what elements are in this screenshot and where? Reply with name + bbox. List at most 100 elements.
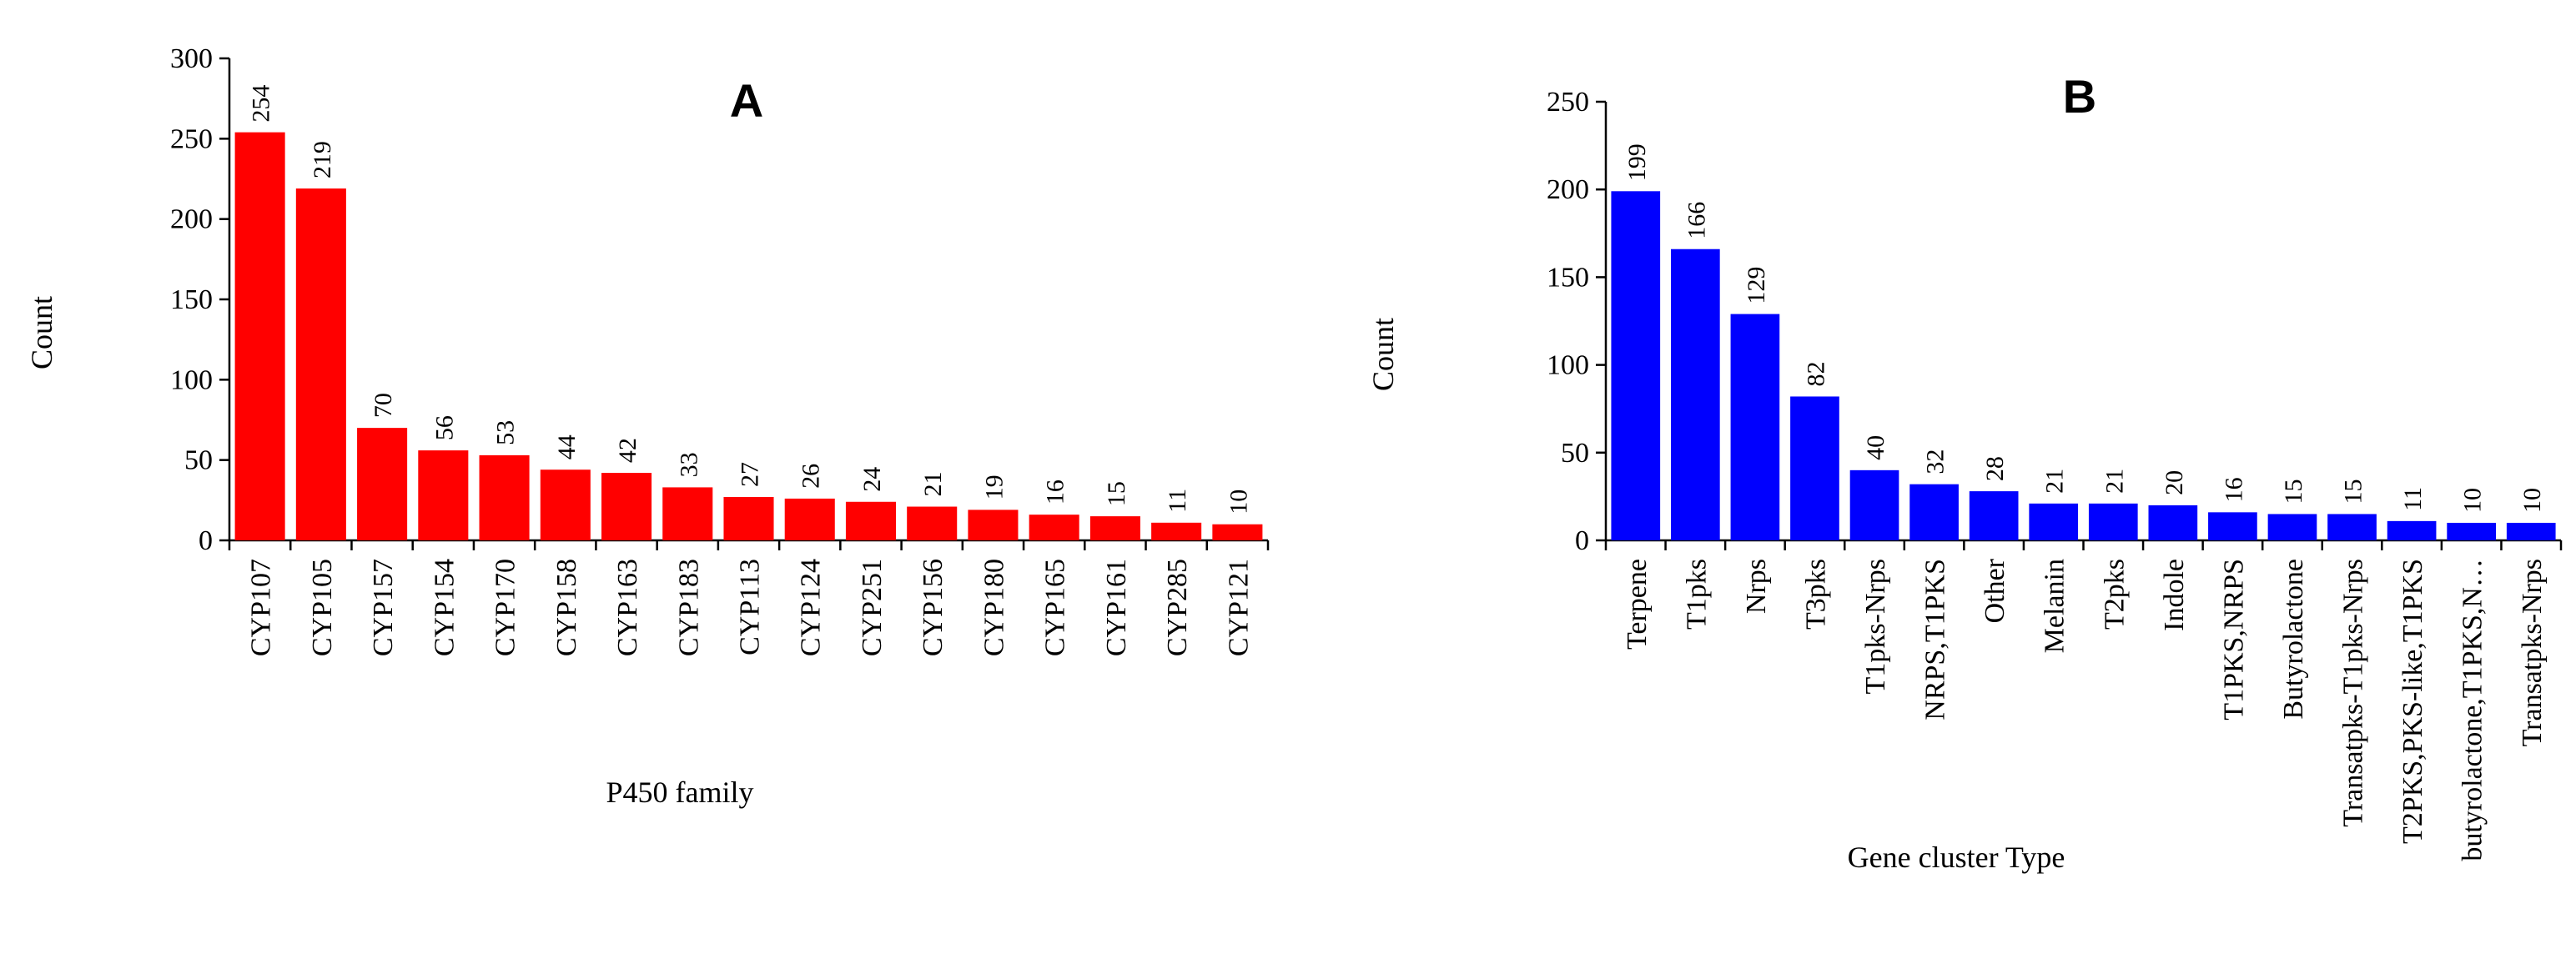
data-label: 26	[797, 464, 825, 489]
data-label: 10	[2518, 488, 2546, 513]
y-tick-label: 150	[1547, 262, 1589, 293]
bar	[418, 450, 469, 540]
data-label: 21	[2101, 469, 2128, 494]
y-tick-label: 100	[1547, 350, 1589, 381]
x-tick-label: CYP107	[246, 559, 277, 656]
x-tick-label: CYP170	[491, 559, 521, 656]
x-tick-label: Transatpks-T1pks-Nrps	[2338, 559, 2369, 827]
y-axis-title: Count	[1366, 318, 1400, 391]
data-label: 28	[1981, 456, 2009, 481]
data-label: 21	[919, 472, 947, 497]
bar	[2267, 514, 2317, 540]
data-label: 56	[430, 415, 458, 440]
x-tick-label: CYP113	[735, 559, 766, 655]
bar	[2506, 522, 2556, 540]
bar	[968, 510, 1019, 540]
x-axis-title: Gene cluster Type	[1848, 841, 2065, 874]
data-label: 20	[2161, 470, 2188, 495]
x-tick-label: CYP180	[979, 559, 1009, 656]
y-axis-title: Count	[25, 296, 58, 369]
bar	[1212, 524, 1263, 540]
data-label: 27	[737, 462, 764, 487]
panel-b: 0 50 100 150 200 250 199 Terpene 166 T1pks 129 Nrps…	[1366, 70, 2563, 874]
bar	[2447, 522, 2496, 540]
y-tick-label: 150	[170, 284, 213, 315]
bar	[845, 501, 896, 540]
bar	[907, 506, 958, 540]
bar	[1969, 491, 2019, 540]
y-tick-label: 300	[170, 43, 213, 74]
bar	[2327, 514, 2377, 540]
x-tick-label: CYP158	[551, 559, 582, 656]
y-tick-label: 200	[170, 204, 213, 235]
data-label: 166	[1683, 202, 1710, 239]
data-label: 16	[1042, 479, 1069, 505]
x-tick-label: CYP157	[368, 559, 399, 656]
bar	[1909, 484, 1959, 540]
x-tick-label: T3pks	[1800, 559, 1831, 630]
y-tick-label: 0	[1575, 525, 1589, 556]
bar	[1611, 191, 1661, 540]
data-label: 19	[980, 474, 1008, 500]
bar	[357, 428, 408, 540]
data-label: 15	[2280, 479, 2307, 504]
data-label: 129	[1743, 267, 1770, 304]
x-tick-label: NRPS,T1PKS	[1920, 559, 1951, 720]
data-label: 32	[1922, 449, 1950, 474]
bar	[1849, 469, 1899, 540]
x-tick-label: CYP161	[1101, 559, 1132, 656]
data-label: 21	[2041, 469, 2069, 494]
x-tick-label: T1PKS,NRPS	[2218, 559, 2249, 720]
bar	[295, 188, 346, 540]
data-label: 10	[1225, 490, 1252, 515]
y-tick-label: 50	[184, 445, 213, 476]
data-label: 11	[2399, 487, 2427, 511]
x-tick-label: Other	[1980, 558, 2010, 623]
x-tick-label: Indole	[2159, 559, 2190, 631]
bar	[2208, 512, 2257, 540]
x-tick-label: Terpene	[1622, 559, 1653, 650]
bar	[723, 496, 774, 540]
x-tick-label: CYP154	[429, 559, 460, 656]
x-tick-label: Nrps	[1741, 559, 1772, 614]
bar	[784, 498, 835, 540]
data-label: 10	[2459, 488, 2487, 513]
x-tick-label: CYP163	[612, 559, 643, 656]
data-label: 15	[1103, 481, 1130, 506]
bar	[2029, 503, 2079, 540]
y-tick-label: 100	[170, 364, 213, 395]
bar	[479, 454, 530, 540]
bar	[2088, 503, 2138, 540]
x-tick-label: CYP156	[918, 559, 948, 656]
x-tick-label: Transatpks-Nrps	[2517, 559, 2548, 746]
chart-title: A	[730, 74, 763, 127]
bar	[2148, 505, 2198, 540]
bar	[1790, 396, 1839, 540]
x-tick-label: T2PKS,PKS-like,T1PKS	[2397, 559, 2428, 844]
data-label: 199	[1623, 143, 1651, 181]
bar	[1029, 515, 1079, 540]
x-tick-label: CYP165	[1040, 559, 1071, 656]
data-label: 53	[492, 420, 520, 445]
x-tick-label: T1pks	[1681, 559, 1712, 630]
data-label: 40	[1862, 435, 1889, 460]
panel-a: 0 50 100 150 200 250 300 254 CYP107 219 CYP105 70 CY…	[25, 43, 1270, 809]
x-tick-label: CYP285	[1162, 559, 1193, 656]
x-axis-title: P450 family	[606, 776, 754, 809]
bar	[1671, 249, 1720, 540]
y-tick-label: 0	[199, 525, 213, 556]
data-label: 24	[858, 467, 886, 492]
y-tick-label: 250	[170, 123, 213, 154]
bar	[234, 132, 285, 541]
x-tick-label: butyrolactone,T1PKS,N…	[2458, 559, 2488, 861]
y-tick-label: 250	[1547, 87, 1589, 118]
x-tick-label: CYP251	[857, 559, 888, 656]
x-tick-label: CYP183	[673, 559, 704, 656]
data-label: 219	[309, 141, 336, 178]
x-tick-label: CYP105	[307, 559, 338, 656]
data-label: 70	[370, 393, 397, 418]
data-label: 15	[2340, 479, 2367, 504]
data-label: 44	[553, 434, 581, 459]
bar	[1730, 314, 1780, 540]
